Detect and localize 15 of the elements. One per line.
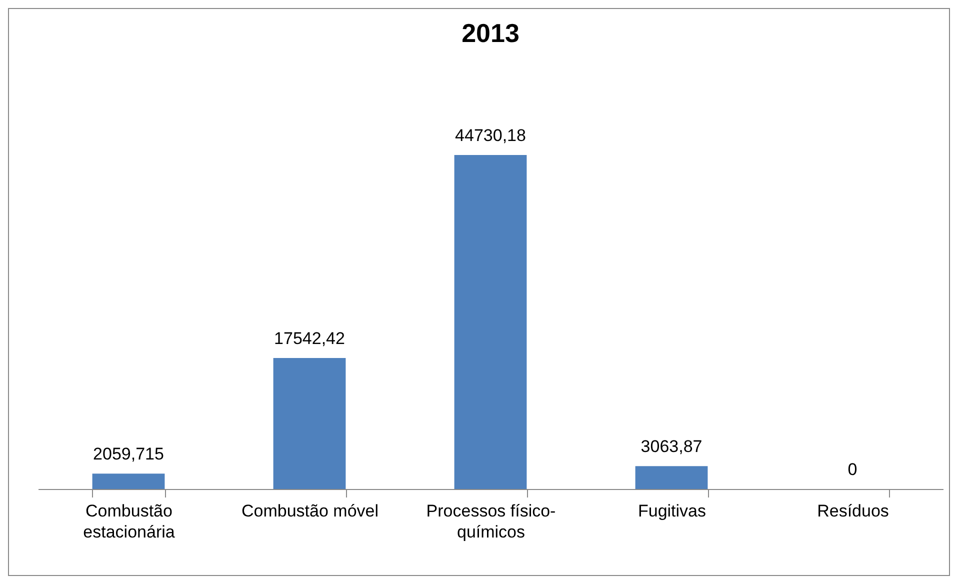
x-tick-label: Processos físico-químicos <box>426 502 556 542</box>
data-label: 0 <box>848 460 858 479</box>
bar <box>273 358 346 489</box>
bar <box>454 155 527 489</box>
bar <box>635 466 708 489</box>
x-tick-label: Combustão móvel <box>241 502 379 520</box>
data-label: 2059,715 <box>93 444 164 464</box>
data-label: 44730,18 <box>455 126 526 145</box>
x-tick-label: Resíduos <box>817 502 889 520</box>
bar <box>92 474 165 489</box>
x-tick-label: Fugitivas <box>638 502 706 520</box>
chart-title: 2013 <box>462 18 520 48</box>
data-label: 17542,42 <box>274 329 345 348</box>
x-tick-label: Combustão estacionária <box>83 502 176 542</box>
data-label: 3063,87 <box>640 437 702 456</box>
